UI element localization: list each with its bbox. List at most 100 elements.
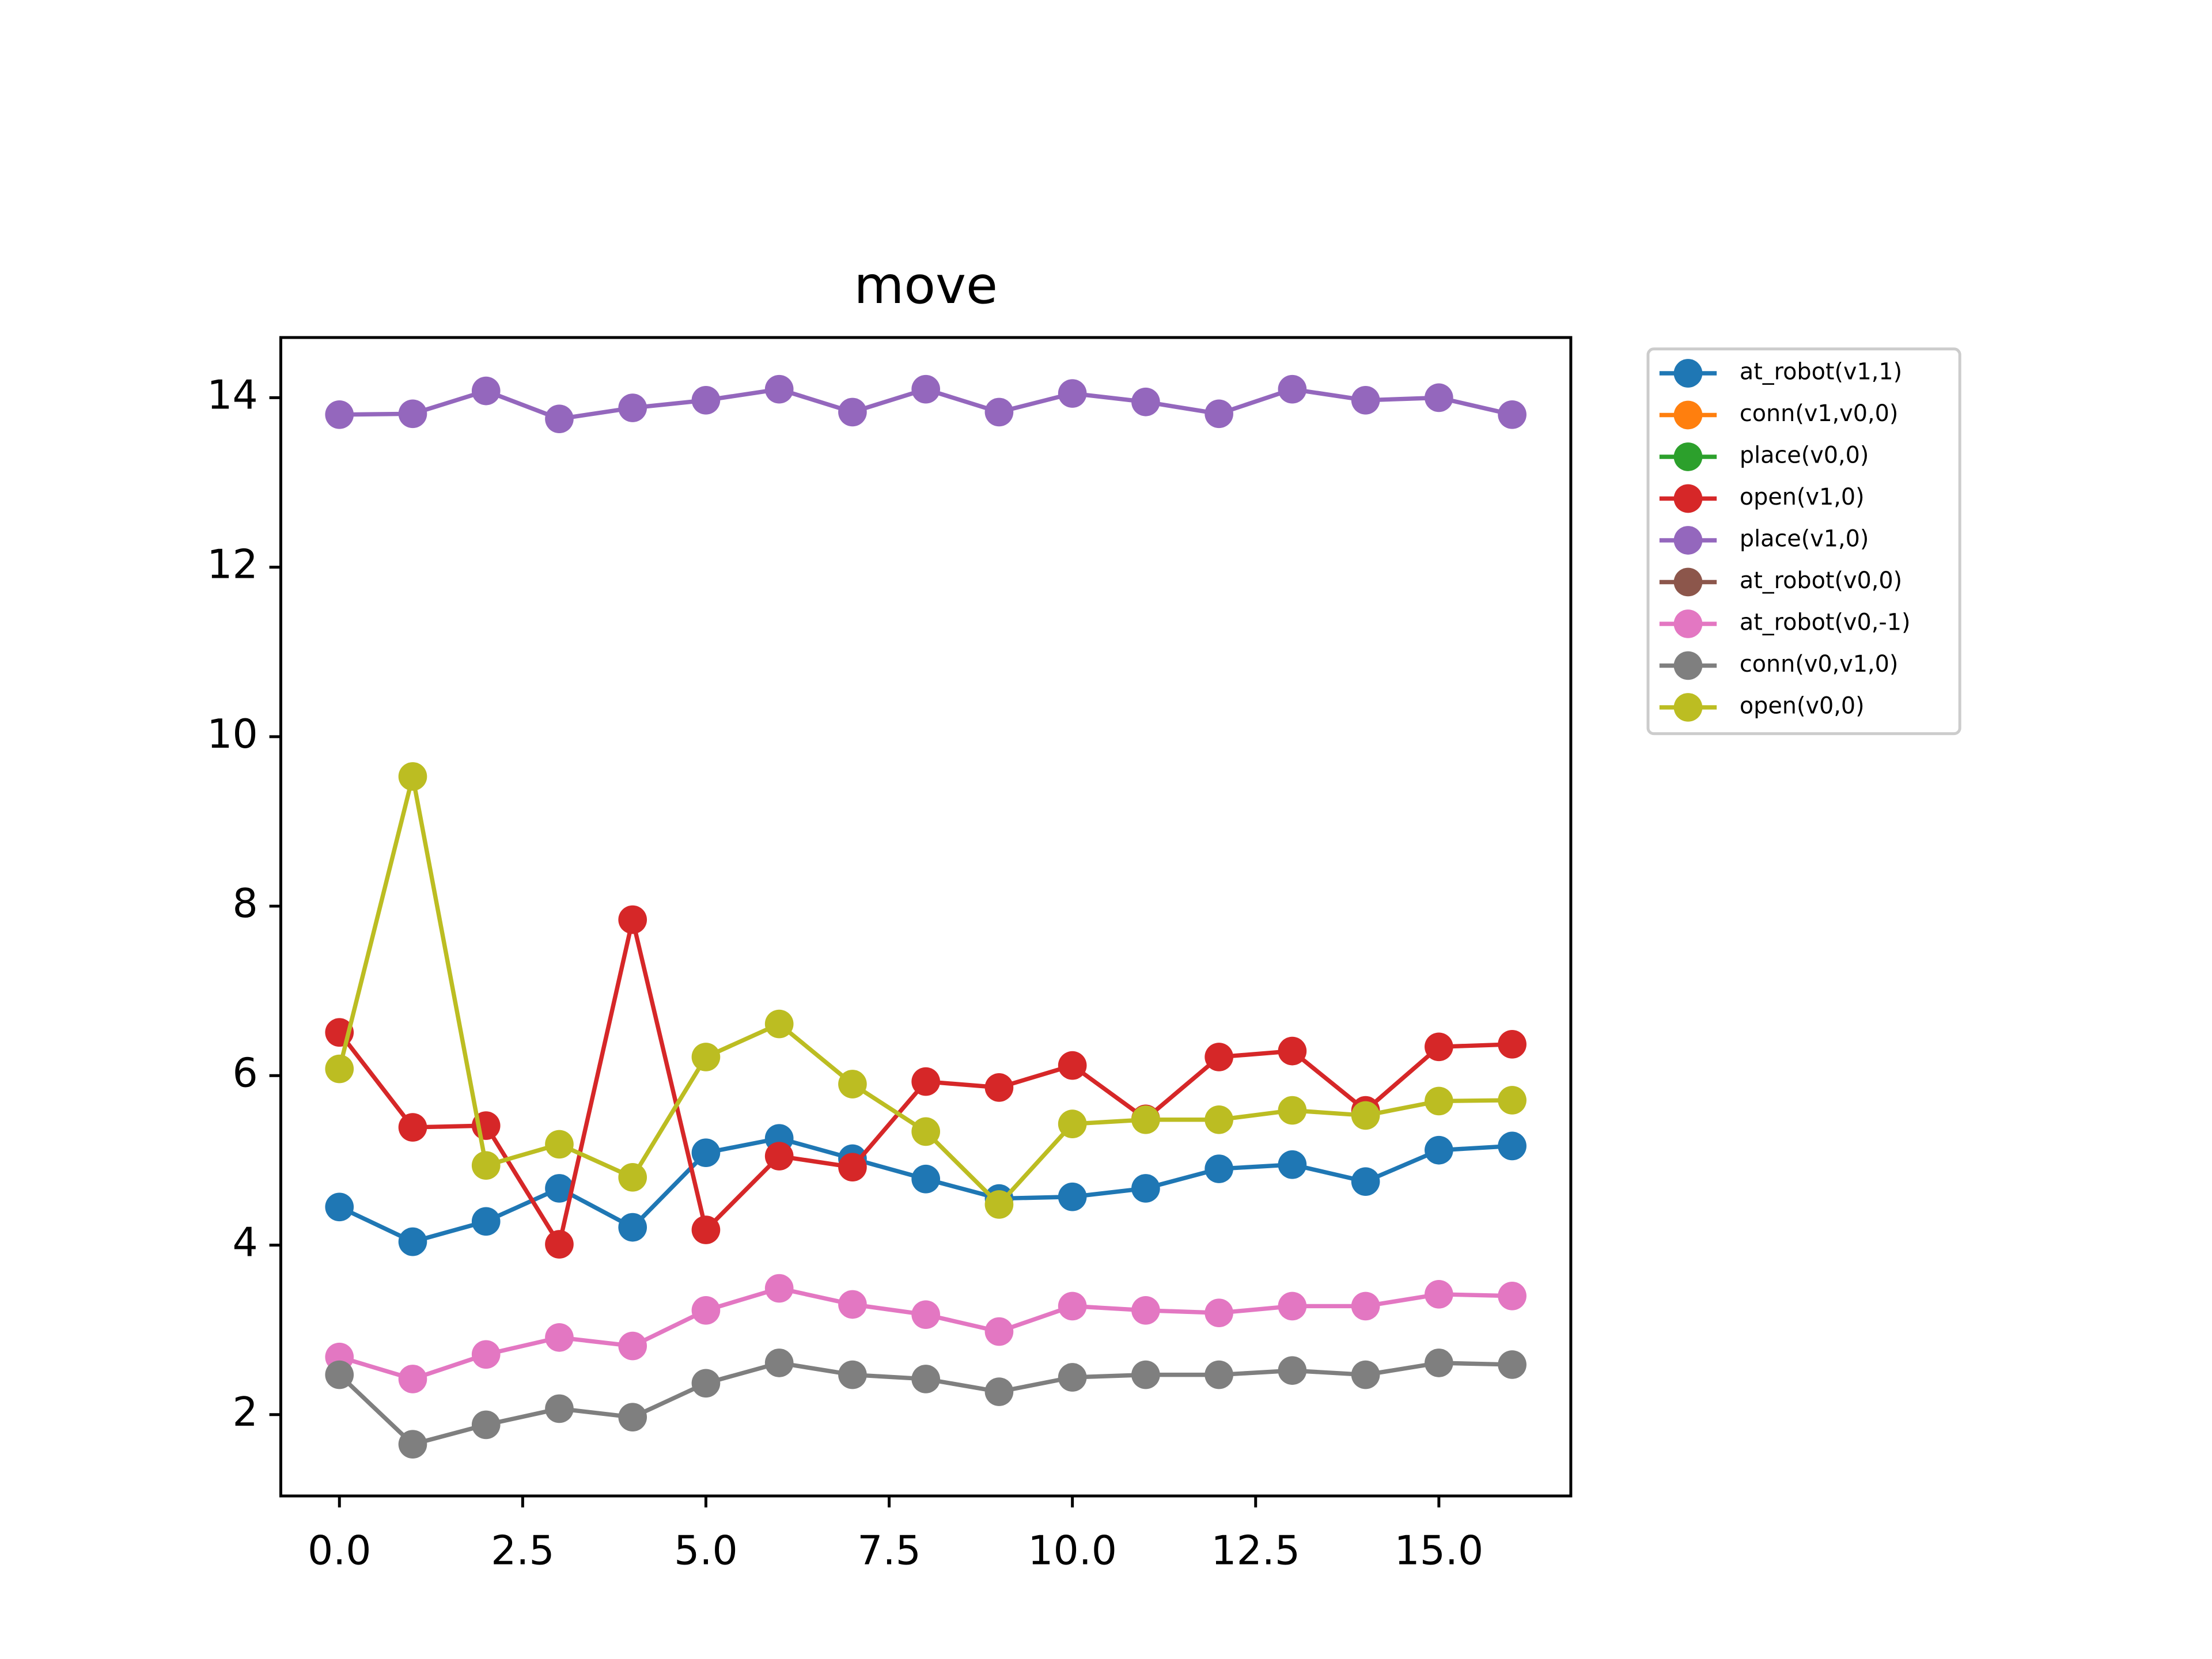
legend-label: place(v1,0) <box>1740 525 1869 552</box>
plot-frame <box>279 336 1573 1498</box>
series-marker <box>691 1369 721 1398</box>
series-marker <box>984 397 1014 427</box>
chart-title: move <box>854 256 998 316</box>
series-marker <box>1498 400 1527 429</box>
legend-marker <box>1673 609 1703 638</box>
series-marker <box>838 1290 867 1319</box>
series-marker <box>1351 385 1380 415</box>
series-marker <box>618 1331 647 1361</box>
series-marker <box>984 1190 1014 1219</box>
series-marker <box>1131 387 1160 416</box>
series-marker <box>984 1073 1014 1102</box>
series-marker <box>618 1213 647 1242</box>
series-marker <box>838 1070 867 1099</box>
series-marker <box>1205 1298 1233 1328</box>
series-marker <box>911 1365 940 1393</box>
legend-label: at_robot(v1,1) <box>1740 359 1902 385</box>
legend-label: open(v1,0) <box>1740 484 1865 510</box>
legend-marker <box>1673 526 1703 555</box>
x-tick-label: 0.0 <box>308 1527 372 1574</box>
series-marker <box>545 1323 574 1352</box>
x-tick-label: 10.0 <box>1028 1527 1117 1574</box>
x-tick-label: 15.0 <box>1394 1527 1483 1574</box>
series-marker <box>471 1151 501 1180</box>
y-tick-label: 14 <box>207 372 257 418</box>
y-tick-label: 12 <box>207 541 257 588</box>
legend-label: place(v0,0) <box>1740 442 1869 468</box>
legend-marker <box>1673 567 1703 597</box>
series-marker <box>1351 1101 1380 1130</box>
series-marker <box>1351 1291 1380 1321</box>
series-marker <box>618 1162 647 1192</box>
series-marker <box>471 376 501 406</box>
series-marker <box>545 1394 574 1423</box>
series-marker <box>1058 1051 1087 1080</box>
x-tick-label: 5.0 <box>674 1527 738 1574</box>
legend-label: at_robot(v0,-1) <box>1740 609 1911 635</box>
series-marker <box>691 1043 721 1071</box>
series-marker <box>1278 1036 1307 1066</box>
series-marker <box>398 762 427 791</box>
series-marker <box>764 1142 794 1171</box>
series-marker <box>325 1360 354 1389</box>
series-marker <box>1351 1167 1380 1196</box>
series-marker <box>325 1192 354 1222</box>
series-marker <box>1278 1291 1307 1321</box>
series-marker <box>691 1296 721 1325</box>
series-marker <box>984 1317 1014 1346</box>
x-tick-label: 12.5 <box>1211 1527 1300 1574</box>
series-marker <box>1498 1131 1527 1161</box>
series-marker <box>764 374 794 404</box>
series-marker <box>1425 1135 1453 1165</box>
series-marker <box>471 1410 501 1440</box>
series-marker <box>325 1054 354 1084</box>
series-marker <box>1205 1360 1233 1389</box>
series-marker <box>1205 1105 1233 1134</box>
series-marker <box>325 400 354 429</box>
legend-marker <box>1673 359 1703 388</box>
series-marker <box>691 385 721 415</box>
series-marker <box>1205 1154 1233 1183</box>
series-marker <box>1425 1032 1453 1062</box>
series-marker <box>1351 1360 1380 1389</box>
series-marker <box>398 1430 427 1459</box>
series-marker <box>1498 1086 1527 1115</box>
series-marker <box>398 1227 427 1256</box>
series-marker <box>911 1164 940 1194</box>
legend-marker <box>1673 651 1703 680</box>
series-marker <box>1425 383 1453 412</box>
series-marker <box>984 1377 1014 1406</box>
series-marker <box>471 1207 501 1236</box>
series-marker <box>1058 1291 1087 1321</box>
series-marker <box>1498 1030 1527 1059</box>
series-marker <box>764 1009 794 1039</box>
series-marker <box>764 1349 794 1377</box>
legend-label: conn(v1,v0,0) <box>1740 400 1899 427</box>
series-marker <box>1058 1109 1087 1138</box>
series-marker <box>1425 1280 1453 1309</box>
series-marker <box>1205 399 1233 429</box>
series-marker <box>545 404 574 433</box>
series-marker <box>838 397 867 427</box>
x-tick-label: 7.5 <box>857 1527 921 1574</box>
legend-marker <box>1673 400 1703 430</box>
legend-label: conn(v0,v1,0) <box>1740 651 1899 677</box>
series-marker <box>911 1117 940 1146</box>
series-marker <box>838 1153 867 1181</box>
legend-marker <box>1673 693 1703 722</box>
series-marker <box>471 1340 501 1369</box>
series-marker <box>691 1138 721 1167</box>
y-tick-label: 10 <box>207 711 257 757</box>
series-marker <box>618 905 647 934</box>
y-tick-label: 8 <box>233 880 258 927</box>
series-marker <box>545 1230 574 1259</box>
y-tick-label: 6 <box>233 1050 258 1096</box>
legend-marker <box>1673 484 1703 513</box>
series-marker <box>1205 1043 1233 1071</box>
series-marker <box>764 1274 794 1303</box>
series-marker <box>1058 1182 1087 1211</box>
legend-marker <box>1673 442 1703 471</box>
series-marker <box>1058 1363 1087 1392</box>
